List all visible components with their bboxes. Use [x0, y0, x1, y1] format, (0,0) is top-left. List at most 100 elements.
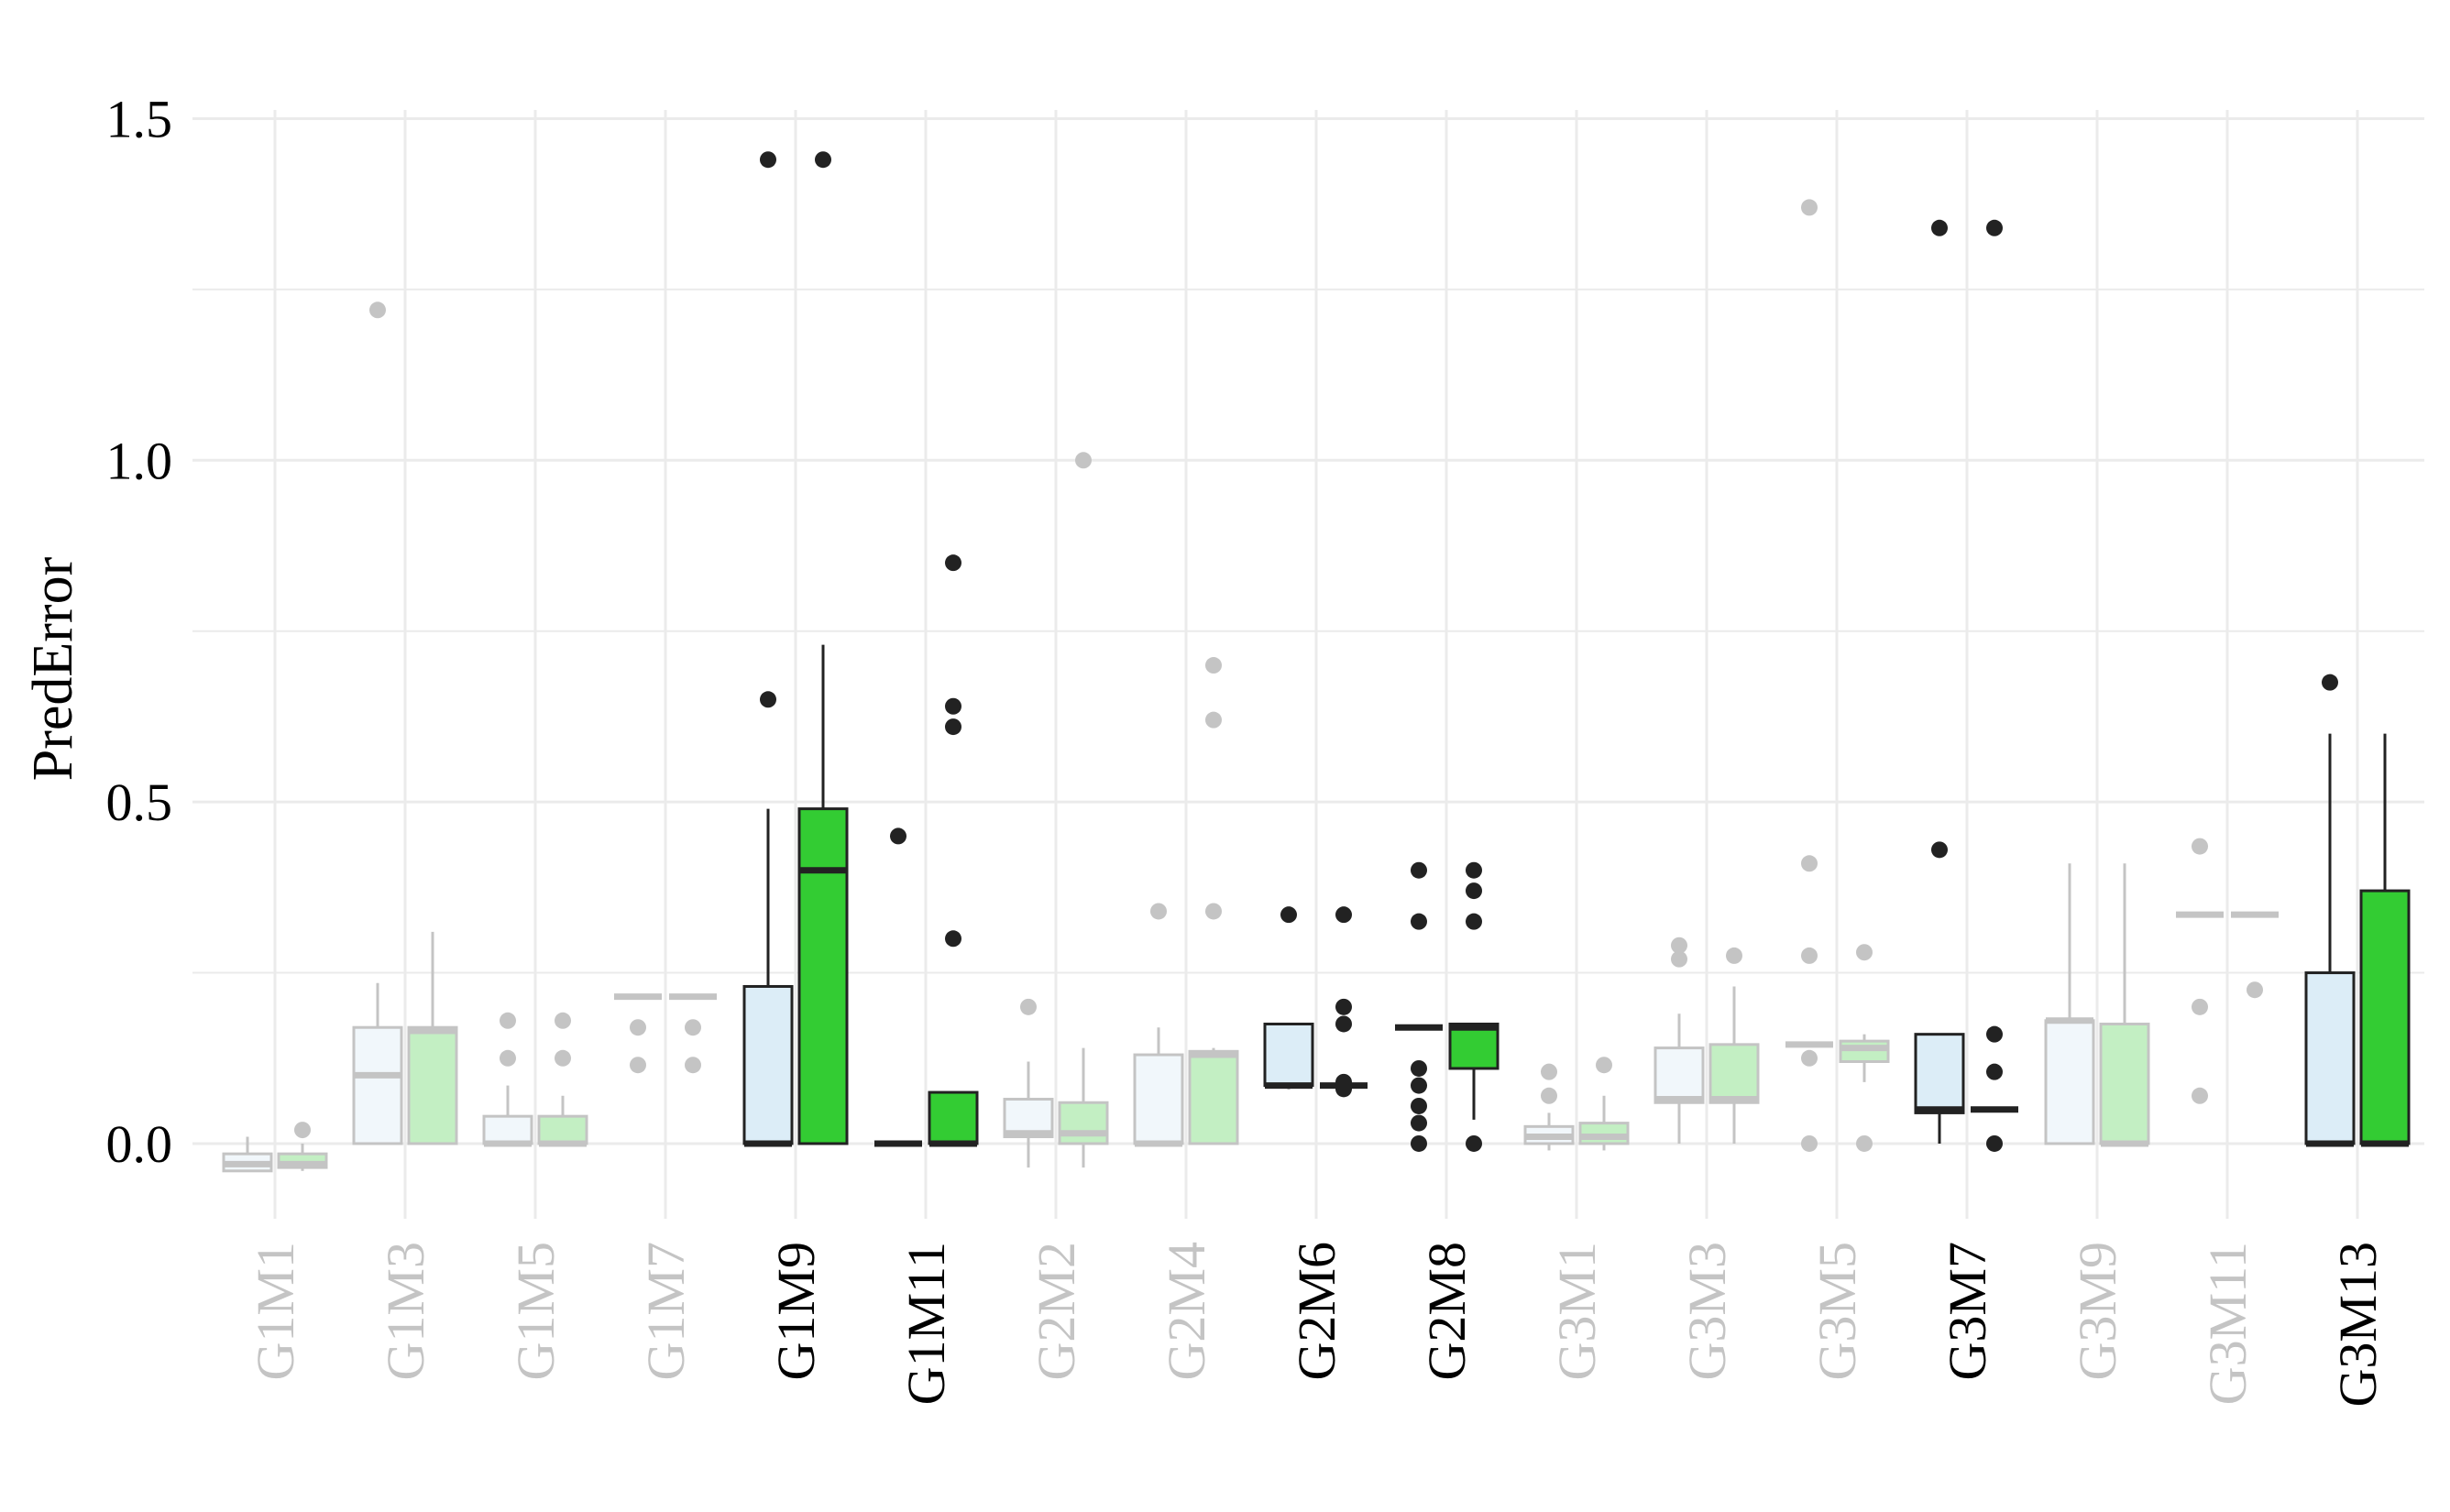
outlier-point	[555, 1049, 571, 1067]
green-box	[797, 807, 849, 1145]
outlier-point	[1075, 452, 1092, 469]
outlier-point	[1801, 1134, 1818, 1152]
x-tick-label: G2M8	[1417, 1242, 1477, 1380]
y-tick-label: 1.5	[106, 89, 173, 148]
outlier-point	[1466, 882, 1482, 900]
blue-box	[482, 1114, 533, 1145]
y-tick-label: 1.0	[106, 431, 173, 490]
green-box	[1188, 1049, 1239, 1145]
x-tick-label: G3M13	[2328, 1242, 2388, 1407]
outlier-point	[1986, 1063, 2003, 1080]
outlier-point	[1411, 861, 1427, 879]
box-group-g1m9	[742, 151, 849, 1147]
grid	[192, 110, 2424, 1219]
outlier-point	[1466, 913, 1482, 930]
box-group-g1m5	[482, 1012, 588, 1147]
outlier-point	[1411, 1097, 1427, 1114]
x-tick-label: G1M11	[896, 1242, 956, 1405]
outlier-point	[1671, 937, 1687, 954]
green-box	[2099, 1022, 2150, 1145]
outlier-point	[2192, 838, 2208, 855]
box-group-g3m11	[2176, 838, 2279, 1104]
box-group-g3m13	[2304, 674, 2411, 1147]
x-tick-label: G3M3	[1677, 1242, 1737, 1380]
outlier-point	[1986, 1134, 2003, 1152]
green-box	[2359, 889, 2411, 1145]
outlier-point	[685, 1019, 701, 1036]
outlier-point	[630, 1019, 646, 1036]
outlier-point	[945, 554, 961, 572]
x-tick-label: G1M9	[766, 1242, 826, 1380]
outlier-point	[1541, 1063, 1557, 1080]
outlier-point	[2192, 1087, 2208, 1104]
box-group-g3m9	[2044, 863, 2150, 1147]
box-group-g2m6	[1263, 906, 1368, 1098]
x-tick-label: G3M7	[1938, 1242, 1997, 1380]
x-tick-label: G3M9	[2068, 1242, 2127, 1380]
outlier-point	[1335, 1073, 1352, 1090]
outlier-point	[1671, 950, 1687, 968]
x-axis: G1M1 G1M3 G1M5 G1M7 G1M9 G1M11 G2M2 G2M4 G2M6 G2M…	[246, 1242, 2388, 1407]
x-tick-label: G2M6	[1287, 1242, 1346, 1380]
outlier-point	[815, 151, 831, 169]
outlier-point	[1280, 906, 1297, 924]
outlier-point	[1411, 1059, 1427, 1077]
x-tick-label: G1M5	[506, 1242, 566, 1380]
x-tick-label: G1M3	[376, 1242, 435, 1380]
outlier-point	[500, 1049, 516, 1067]
blue-box	[742, 984, 794, 1145]
blue-box	[1653, 1046, 1705, 1104]
outlier-point	[890, 827, 906, 845]
blue-box	[1263, 1022, 1314, 1088]
outlier-point	[1205, 657, 1222, 674]
green-box	[1578, 1122, 1630, 1145]
box-group-g3m1	[1523, 1057, 1630, 1151]
outlier-point	[1931, 219, 1948, 236]
outlier-point	[1466, 861, 1482, 879]
box-group-g2m2	[1003, 452, 1109, 1168]
green-box	[1448, 1022, 1500, 1070]
outlier-point	[1335, 1015, 1352, 1033]
box-group-g3m3	[1653, 937, 1760, 1144]
blue-box	[2304, 971, 2356, 1145]
green-box	[1839, 1039, 1890, 1063]
blue-box	[352, 1025, 403, 1145]
blue-box	[1133, 1053, 1184, 1145]
outlier-point	[1856, 1134, 1873, 1152]
green-box	[928, 1090, 979, 1145]
outlier-point	[685, 1057, 701, 1074]
box-group-g2m4	[1133, 657, 1239, 1147]
outlier-point	[945, 697, 961, 715]
outlier-point	[1205, 711, 1222, 729]
outlier-point	[1020, 998, 1037, 1015]
outlier-point	[1596, 1057, 1612, 1074]
outlier-point	[1411, 913, 1427, 930]
green-box	[1058, 1101, 1109, 1145]
outlier-point	[1150, 903, 1167, 920]
x-tick-label: G1M7	[636, 1242, 696, 1380]
blue-box	[2044, 1019, 2095, 1145]
outlier-point	[1466, 1134, 1482, 1152]
x-tick-label: G2M4	[1157, 1242, 1216, 1380]
box-group-g1m3	[352, 301, 458, 1145]
blue-box	[1914, 1033, 1965, 1114]
outlier-point	[630, 1057, 646, 1074]
x-tick-label: G1M1	[246, 1242, 305, 1380]
box-group-g1m7	[614, 993, 717, 1074]
outlier-point	[1986, 1025, 2003, 1043]
box-group-g3m5	[1785, 199, 1890, 1152]
green-box	[1708, 1043, 1760, 1104]
box-group-g3m7	[1914, 219, 2018, 1152]
outlier-point	[1856, 944, 1873, 961]
x-tick-label: G2M2	[1027, 1242, 1086, 1380]
outlier-point	[1801, 855, 1818, 872]
outlier-point	[369, 301, 386, 319]
y-tick-label: 0.0	[106, 1114, 173, 1174]
outlier-point	[945, 930, 961, 948]
outlier-point	[1335, 906, 1352, 924]
outlier-point	[760, 691, 776, 708]
outlier-point	[500, 1012, 516, 1029]
green-box	[407, 1025, 458, 1145]
outlier-point	[1726, 947, 1742, 964]
outlier-point	[555, 1012, 571, 1029]
